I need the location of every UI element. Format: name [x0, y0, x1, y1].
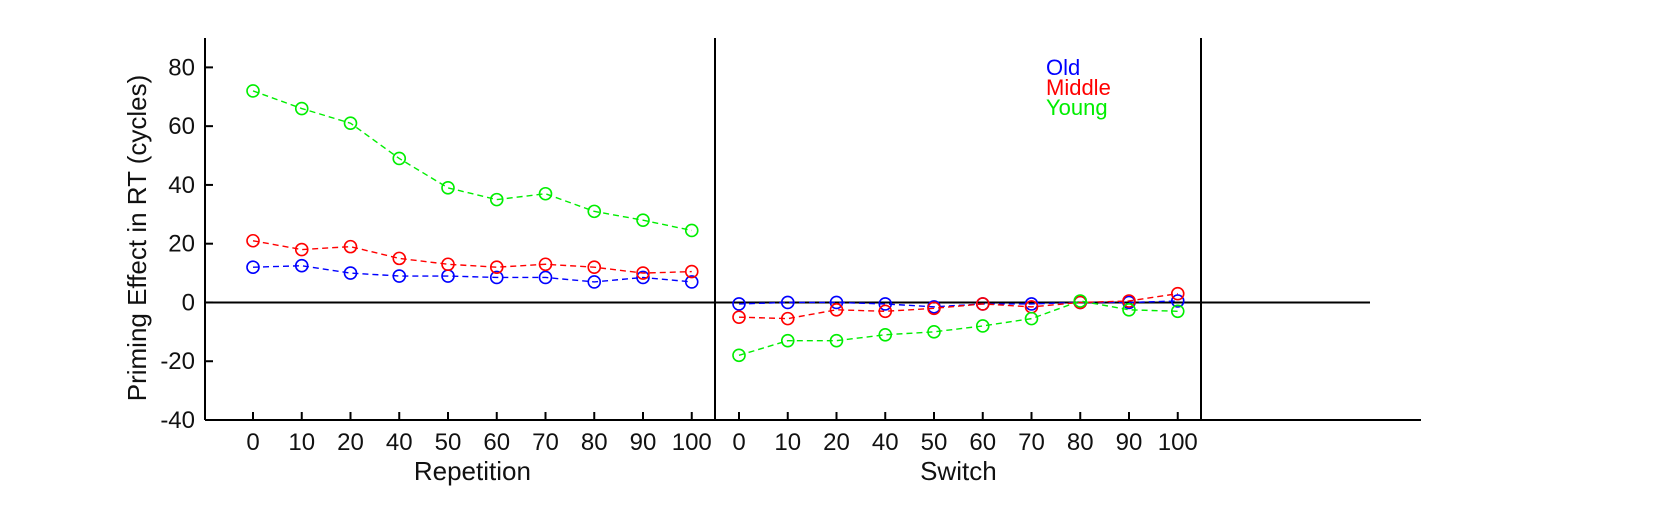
data-point-old	[343, 266, 358, 280]
data-point-young	[392, 151, 407, 166]
y-tick-label: -20	[160, 348, 195, 375]
x-tick-label: 60	[483, 429, 510, 456]
data-point-middle	[587, 260, 602, 275]
x-tick-label: 40	[386, 429, 413, 456]
data-point-middle	[975, 297, 990, 311]
x-tick-label: 70	[1018, 429, 1045, 456]
data-point-young	[780, 333, 795, 348]
data-point-old	[732, 297, 746, 311]
data-point-middle	[246, 233, 260, 248]
x-tick-label: 90	[1116, 429, 1143, 456]
data-point-young	[975, 319, 990, 333]
data-point-middle	[538, 257, 553, 272]
y-tick-label: -40	[160, 407, 195, 434]
y-tick-label: 80	[168, 54, 195, 81]
data-point-young	[1122, 303, 1136, 317]
data-point-middle	[829, 303, 844, 317]
data-point-middle	[489, 260, 504, 275]
data-point-old	[684, 275, 699, 289]
data-point-old	[489, 270, 504, 285]
data-point-young	[684, 223, 699, 238]
x-tick-label: 100	[1158, 429, 1198, 456]
data-point-middle	[636, 266, 650, 280]
data-point-middle	[927, 301, 941, 316]
data-layer	[246, 84, 1185, 363]
series-line-middle	[738, 292, 1178, 320]
x-tick-label: 80	[581, 429, 608, 456]
series-line-old	[252, 265, 692, 283]
x-tick-label: 40	[872, 429, 899, 456]
x-tick-label: 0	[246, 429, 259, 456]
data-point-middle	[441, 257, 455, 272]
y-tick-label: 40	[168, 172, 195, 199]
x-tick-label: 10	[288, 429, 315, 456]
data-point-old	[392, 269, 407, 283]
data-point-young	[1024, 311, 1039, 326]
data-point-young	[246, 84, 260, 98]
data-point-young	[829, 333, 844, 348]
y-tick-label: 20	[168, 231, 195, 258]
data-point-young	[636, 213, 650, 227]
data-point-old	[587, 275, 602, 289]
y-tick-label: 0	[182, 289, 195, 316]
data-point-middle	[343, 239, 358, 254]
data-point-middle	[1170, 286, 1185, 301]
data-point-old	[246, 260, 260, 275]
data-point-young	[927, 325, 941, 339]
data-point-old	[829, 295, 844, 310]
x-tick-label: 20	[337, 429, 364, 456]
data-point-old	[878, 297, 893, 311]
x-tick-label: 50	[921, 429, 948, 456]
data-point-middle	[780, 311, 795, 326]
data-point-young	[489, 192, 504, 207]
legend-entry-middle: Middle	[1046, 75, 1111, 100]
x-tick-label: 0	[732, 429, 745, 456]
data-point-old	[538, 270, 553, 285]
series-line-middle	[252, 240, 692, 274]
data-point-middle	[732, 310, 746, 324]
x-tick-label: 80	[1067, 429, 1094, 456]
data-point-middle	[878, 304, 893, 319]
x-tick-label: 70	[532, 429, 559, 456]
y-axis-label: Priming Effect in RT (cycles)	[122, 75, 152, 402]
x-tick-label: 100	[672, 429, 712, 456]
data-point-young	[732, 348, 746, 363]
data-point-middle	[294, 242, 309, 257]
series-young	[246, 84, 1185, 363]
data-point-middle	[1122, 294, 1136, 308]
data-point-middle	[392, 251, 407, 266]
data-point-old	[636, 270, 650, 285]
data-point-young	[343, 116, 358, 131]
y-tick-label: 60	[168, 113, 195, 140]
x-tick-label: 90	[630, 429, 657, 456]
data-point-young	[538, 186, 553, 201]
series-line-young	[738, 300, 1178, 357]
group-label-switch: Switch	[920, 456, 997, 486]
series-line-old	[738, 300, 1178, 308]
x-tick-label: 60	[969, 429, 996, 456]
data-point-old	[294, 258, 309, 273]
series-line-young	[252, 90, 692, 232]
data-point-young	[1170, 304, 1185, 319]
data-point-old	[1170, 294, 1185, 308]
group-label-repetition: Repetition	[414, 456, 531, 486]
data-point-young	[587, 204, 602, 219]
data-point-young	[878, 327, 893, 342]
x-tick-label: 20	[823, 429, 850, 456]
x-tick-label: 50	[435, 429, 462, 456]
data-point-old	[780, 295, 795, 310]
data-point-middle	[684, 264, 699, 279]
x-tick-label: 10	[774, 429, 801, 456]
legend-entry-young: Young	[1046, 95, 1108, 120]
data-point-young	[1073, 294, 1088, 308]
data-point-young	[294, 101, 309, 116]
data-point-young	[441, 181, 455, 195]
legend-entry-old: Old	[1046, 55, 1080, 80]
